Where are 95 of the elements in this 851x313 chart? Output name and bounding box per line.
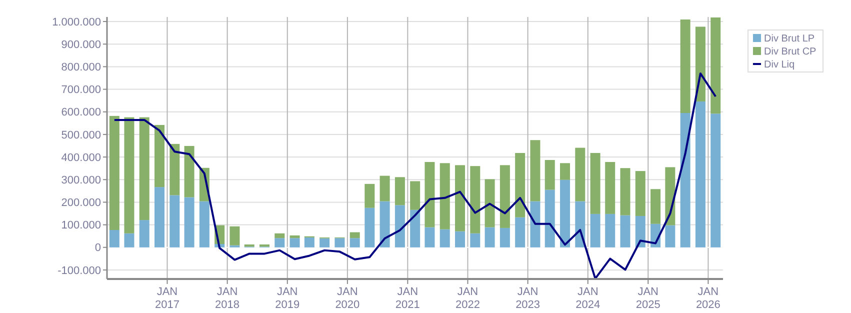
bar [560,180,570,248]
bar [710,17,721,114]
y-tick-label: 900.000 [61,38,101,51]
bar [560,163,570,180]
bar [695,26,706,102]
bar [440,163,450,230]
bar [455,231,466,248]
bar [170,144,180,196]
x-tick-label: JAN 2018 [215,286,240,311]
bar [364,208,375,248]
bar [650,189,661,224]
bar [544,160,555,190]
bar [590,214,600,248]
x-tick-label: JAN 2025 [636,286,660,311]
y-tick-label: 100.000 [61,220,101,232]
bar [350,232,360,238]
bar [199,201,210,248]
x-tick-label: JAN 2026 [696,286,720,311]
bar [440,229,450,248]
bar [290,238,300,248]
bar [394,205,405,248]
bar [500,228,510,248]
bar [154,187,164,248]
bar [575,201,586,248]
bar [500,165,510,228]
bar [109,230,120,248]
x-tick-label: JAN 2017 [154,286,180,311]
bar [695,101,706,248]
bar [290,235,300,238]
y-tick-label: 500.000 [61,129,101,142]
x-tick-label: JAN 2022 [456,286,480,311]
bar [184,146,194,198]
legend-label: Div Brut CP [764,46,817,58]
bar [544,190,555,248]
bar [620,215,630,248]
y-tick-label: 700.000 [61,84,101,96]
bar [680,112,690,248]
bar [710,114,721,248]
bar [184,197,194,248]
bar [124,117,134,234]
bar [274,233,285,238]
x-tick-label: JAN 2023 [516,286,540,311]
x-tick-label: JAN 2024 [576,286,600,311]
y-tick-label: 800.000 [61,62,101,74]
bar [124,233,134,248]
bar [230,226,240,246]
bar [170,195,180,248]
bar [680,19,690,113]
bar [364,184,375,208]
bar [575,148,586,202]
bar [470,166,480,234]
x-tick-label: JAN 2020 [335,286,360,311]
y-tick-label: 1.000.000 [52,16,101,28]
bar [139,220,150,248]
bar [515,152,526,218]
bar [455,165,466,232]
x-tick-label: JAN 2019 [275,286,300,311]
bar [334,238,345,248]
bar [274,238,285,248]
y-tick-label: 600.000 [61,106,101,119]
bar [320,238,330,248]
bar [605,162,616,214]
bar [515,217,526,248]
y-tick-label: 200.000 [61,197,101,210]
bar [484,179,495,228]
bar [380,176,390,202]
bar [410,210,420,248]
legend-label: Div Brut LP [764,34,815,44]
bar [139,117,150,220]
bar [424,227,435,248]
bar [350,238,360,248]
bar [109,116,120,230]
legend-label: Div Liq [764,60,795,70]
y-tick-label: 0 [94,242,101,254]
bar [424,162,435,228]
bar [410,181,420,210]
y-tick-label: 300.000 [61,174,101,186]
line-series [113,72,717,279]
bar [635,171,646,216]
bar [620,168,630,216]
bar [605,214,616,248]
bar [470,233,480,248]
y-tick-label: 400.000 [61,152,101,164]
bar [665,225,676,248]
bar [635,216,646,248]
y-tick-label: -100.000 [58,264,101,277]
bar [304,237,314,248]
bar [590,152,600,214]
bar [394,177,405,206]
bar [530,140,540,202]
bar [380,201,390,248]
bar [530,201,540,248]
bar [484,227,495,248]
bar [154,124,164,188]
x-tick-label: JAN 2021 [395,286,420,311]
